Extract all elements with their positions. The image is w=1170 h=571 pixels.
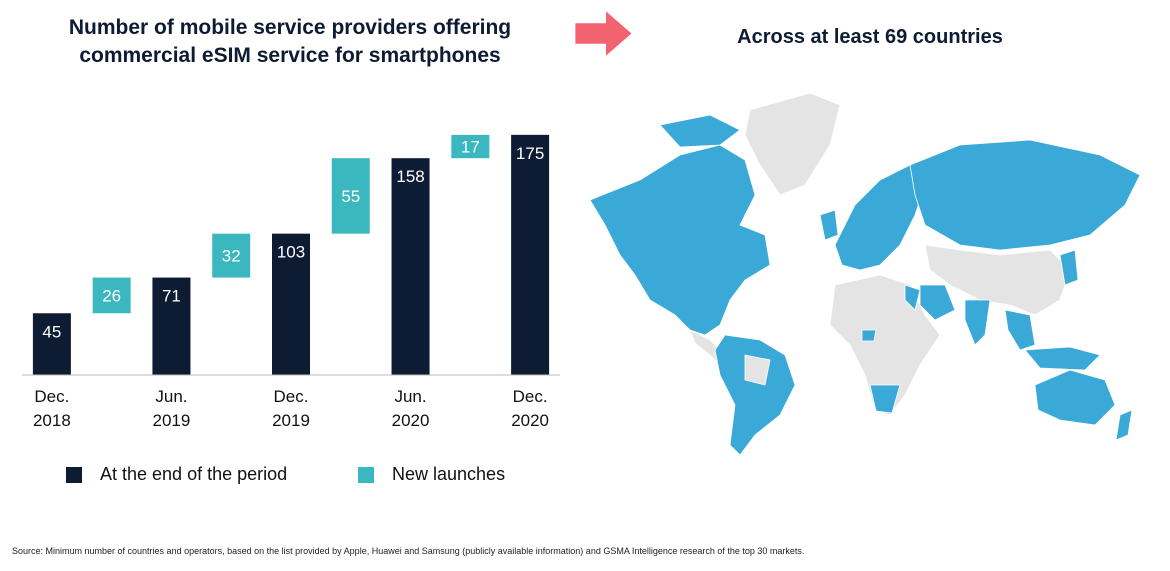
new-zealand [1115, 409, 1133, 441]
x-tick-label: Jun. 2019 [152, 387, 191, 430]
source-note: Source: Minimum number of countries and … [12, 546, 805, 556]
central-asia-china [924, 244, 1071, 316]
x-tick-label: Jun. 2020 [391, 387, 430, 430]
bar [511, 134, 550, 375]
uk [819, 209, 839, 241]
x-tick-label: Dec. 2020 [511, 387, 550, 430]
x-tick-label: Dec. 2019 [272, 387, 310, 430]
legend-swatch [66, 467, 82, 483]
south-america [714, 334, 796, 456]
bar [391, 158, 430, 375]
map-title: Across at least 69 countries [737, 26, 1003, 48]
egypt [904, 284, 921, 311]
europe [834, 164, 926, 271]
world-map [589, 92, 1141, 456]
south-america-gray [744, 354, 771, 386]
southeast-asia [1004, 309, 1036, 351]
value-label: 158 [396, 167, 424, 186]
indonesia [1024, 346, 1101, 371]
value-label: 103 [277, 243, 305, 262]
x-tick-label: Dec. 2018 [32, 387, 71, 430]
bar [451, 134, 490, 159]
australia [1034, 369, 1116, 426]
value-label: 17 [461, 138, 480, 157]
arctic-islands [659, 114, 741, 148]
chart: 45 26 71 32 103 55 158 17 175 [22, 134, 560, 376]
arrow-shape [575, 11, 632, 56]
chart-title: Number of mobile service providers offer… [68, 16, 512, 67]
map-land [589, 92, 1141, 456]
bar [92, 277, 131, 314]
legend-label: New launches [392, 464, 506, 484]
value-label: 175 [516, 144, 544, 163]
bar [152, 277, 191, 375]
value-label: 45 [42, 322, 61, 341]
south-africa [869, 384, 901, 414]
legend-label: At the end of the period [100, 464, 288, 484]
india [964, 299, 991, 346]
arrow [575, 11, 632, 56]
middle-east [919, 284, 956, 321]
legend-swatch [358, 467, 374, 483]
japan-korea [1059, 249, 1079, 286]
nigeria [861, 329, 877, 342]
bar [212, 233, 251, 278]
africa [829, 274, 941, 416]
bar [272, 233, 310, 375]
north-america [589, 144, 771, 336]
bar [32, 313, 71, 375]
value-label: 71 [162, 287, 181, 306]
greenland [744, 92, 841, 196]
russia [909, 139, 1141, 251]
value-label: 32 [222, 247, 241, 266]
value-label: 26 [102, 286, 121, 305]
bar [331, 158, 370, 234]
value-label: 55 [341, 187, 360, 206]
